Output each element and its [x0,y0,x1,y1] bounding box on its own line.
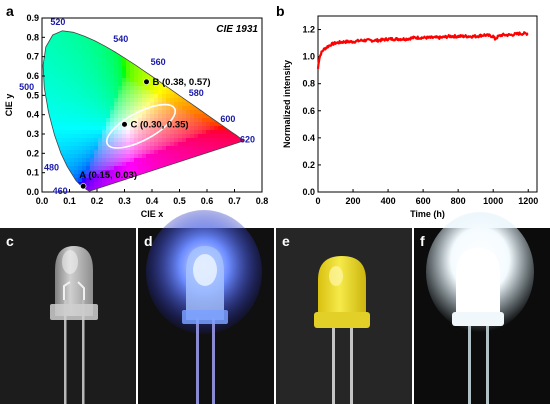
cie-y-axis-label: CIE y [4,94,14,117]
wavelength-label: 480 [44,162,59,172]
stability-x-tick-label: 200 [346,196,361,206]
wavelength-labels: 520 540 560 580 600 620 500 480 460 [19,17,255,196]
cie-y-tick-label: 0.8 [26,32,39,42]
cie-y-tick-label: 0.6 [26,71,39,81]
cie-y-tick-label: 0.4 [26,110,39,120]
stability-y-tick-label: 0.8 [302,79,315,89]
led-lit-blue [182,246,228,404]
panel-letter-b: b [276,3,285,19]
panel-a: a 0.0 0.1 0.2 0.3 0.4 0.5 0.6 0.7 0.8 0.00.10.20… [4,3,268,219]
cie-x-tick-label: 0.7 [228,196,241,206]
chromaticity-point [80,183,87,190]
cie-x-tick-label: 0.3 [118,196,131,206]
panel-letter-f: f [420,233,425,249]
cie-y-ticks: 0.0 0.1 0.2 0.3 0.4 0.5 0.6 0.7 0.8 0.9 [26,13,45,197]
stability-y-tick-label: 0.2 [302,160,315,170]
stability-y-tick-label: 0.4 [302,133,315,143]
wavelength-label: 500 [19,82,34,92]
stability-x-tick-label: 400 [381,196,396,206]
cie-y-tick-label: 0.9 [26,13,39,23]
stability-y-tick-label: 1.2 [302,25,315,35]
cie-y-tick-label: 0.5 [26,90,39,100]
photo-d: d [138,210,274,404]
photo-e: e [276,228,412,404]
cie-x-tick-label: 0.8 [256,196,269,206]
cie-x-tick-label: 0.0 [36,196,49,206]
led-lit-white [452,248,504,404]
color-region-ellipse [106,103,176,149]
chromaticity-point [121,121,128,128]
stability-x-tick-label: 0 [315,196,320,206]
cie-x-tick-label: 0.1 [63,196,76,206]
cie-x-tick-label: 0.4 [146,196,159,206]
cie-title: CIE 1931 [216,24,258,35]
cie-color-gamut [43,30,244,191]
chromaticity-point-label: C (0.30, 0.35) [131,119,189,130]
cie-y-tick-label: 0.2 [26,148,39,158]
stability-y-tick-label: 0.6 [302,106,315,116]
stability-y-tick-label: 1.0 [302,52,315,62]
cie-y-tick-label: 0.7 [26,52,39,62]
led-yellow-coated [314,256,370,404]
panel-letter-e: e [282,233,290,249]
wavelength-label: 460 [53,186,68,196]
stability-x-tick-label: 1200 [518,196,538,206]
stability-x-tick-label: 800 [451,196,466,206]
cie-x-tick-label: 0.6 [201,196,214,206]
stability-x-axis-label: Time (h) [410,209,445,219]
cie-y-tick-label: 0.3 [26,129,39,139]
chromaticity-points: A (0.15, 0.03) B (0.38, 0.57) C (0.30, 0.3… [79,77,211,190]
cie-y-tick-label: 0.1 [26,168,39,178]
intensity-series-line [316,31,529,69]
panel-letter-d: d [144,233,153,249]
photo-f: f [414,212,550,404]
panel-letter-c: c [6,233,14,249]
cie-x-axis-label: CIE x [141,209,164,219]
stability-y-ticks: 0.0 0.2 0.4 0.6 0.8 1.0 1.2 [302,25,321,197]
chromaticity-point-label: B (0.38, 0.57) [153,77,211,88]
stability-x-tick-label: 600 [416,196,431,206]
wavelength-label: 620 [240,134,255,144]
panel-letter-a: a [6,3,14,19]
wavelength-label: 520 [50,17,65,27]
wavelength-label: 560 [151,57,166,67]
cie-x-tick-label: 0.5 [173,196,186,206]
wavelength-label: 600 [220,114,235,124]
cie-x-tick-label: 0.2 [91,196,104,206]
cie-x-ticks: 0.0 0.1 0.2 0.3 0.4 0.5 0.6 0.7 0.8 [36,189,269,206]
photo-c: c [0,228,136,404]
wavelength-label: 580 [189,88,204,98]
stability-plot-frame [317,15,538,193]
cie-y-tick-label: 0.0 [26,187,39,197]
chromaticity-point-label: A (0.15, 0.03) [79,170,137,181]
stability-y-axis-label: Normalized intensity [282,60,292,148]
wavelength-label: 540 [113,34,128,44]
stability-x-ticks: 0 200 400 600 800 1000 1200 [315,189,538,206]
led-unlit-clear [50,246,98,404]
chromaticity-point [143,78,150,85]
stability-x-tick-label: 1000 [483,196,503,206]
stability-y-tick-label: 0.0 [302,187,315,197]
panel-b: b 0 200 400 600 800 1000 1200 0.0 0.2 0.4 0.6 0.8 1… [276,3,538,219]
